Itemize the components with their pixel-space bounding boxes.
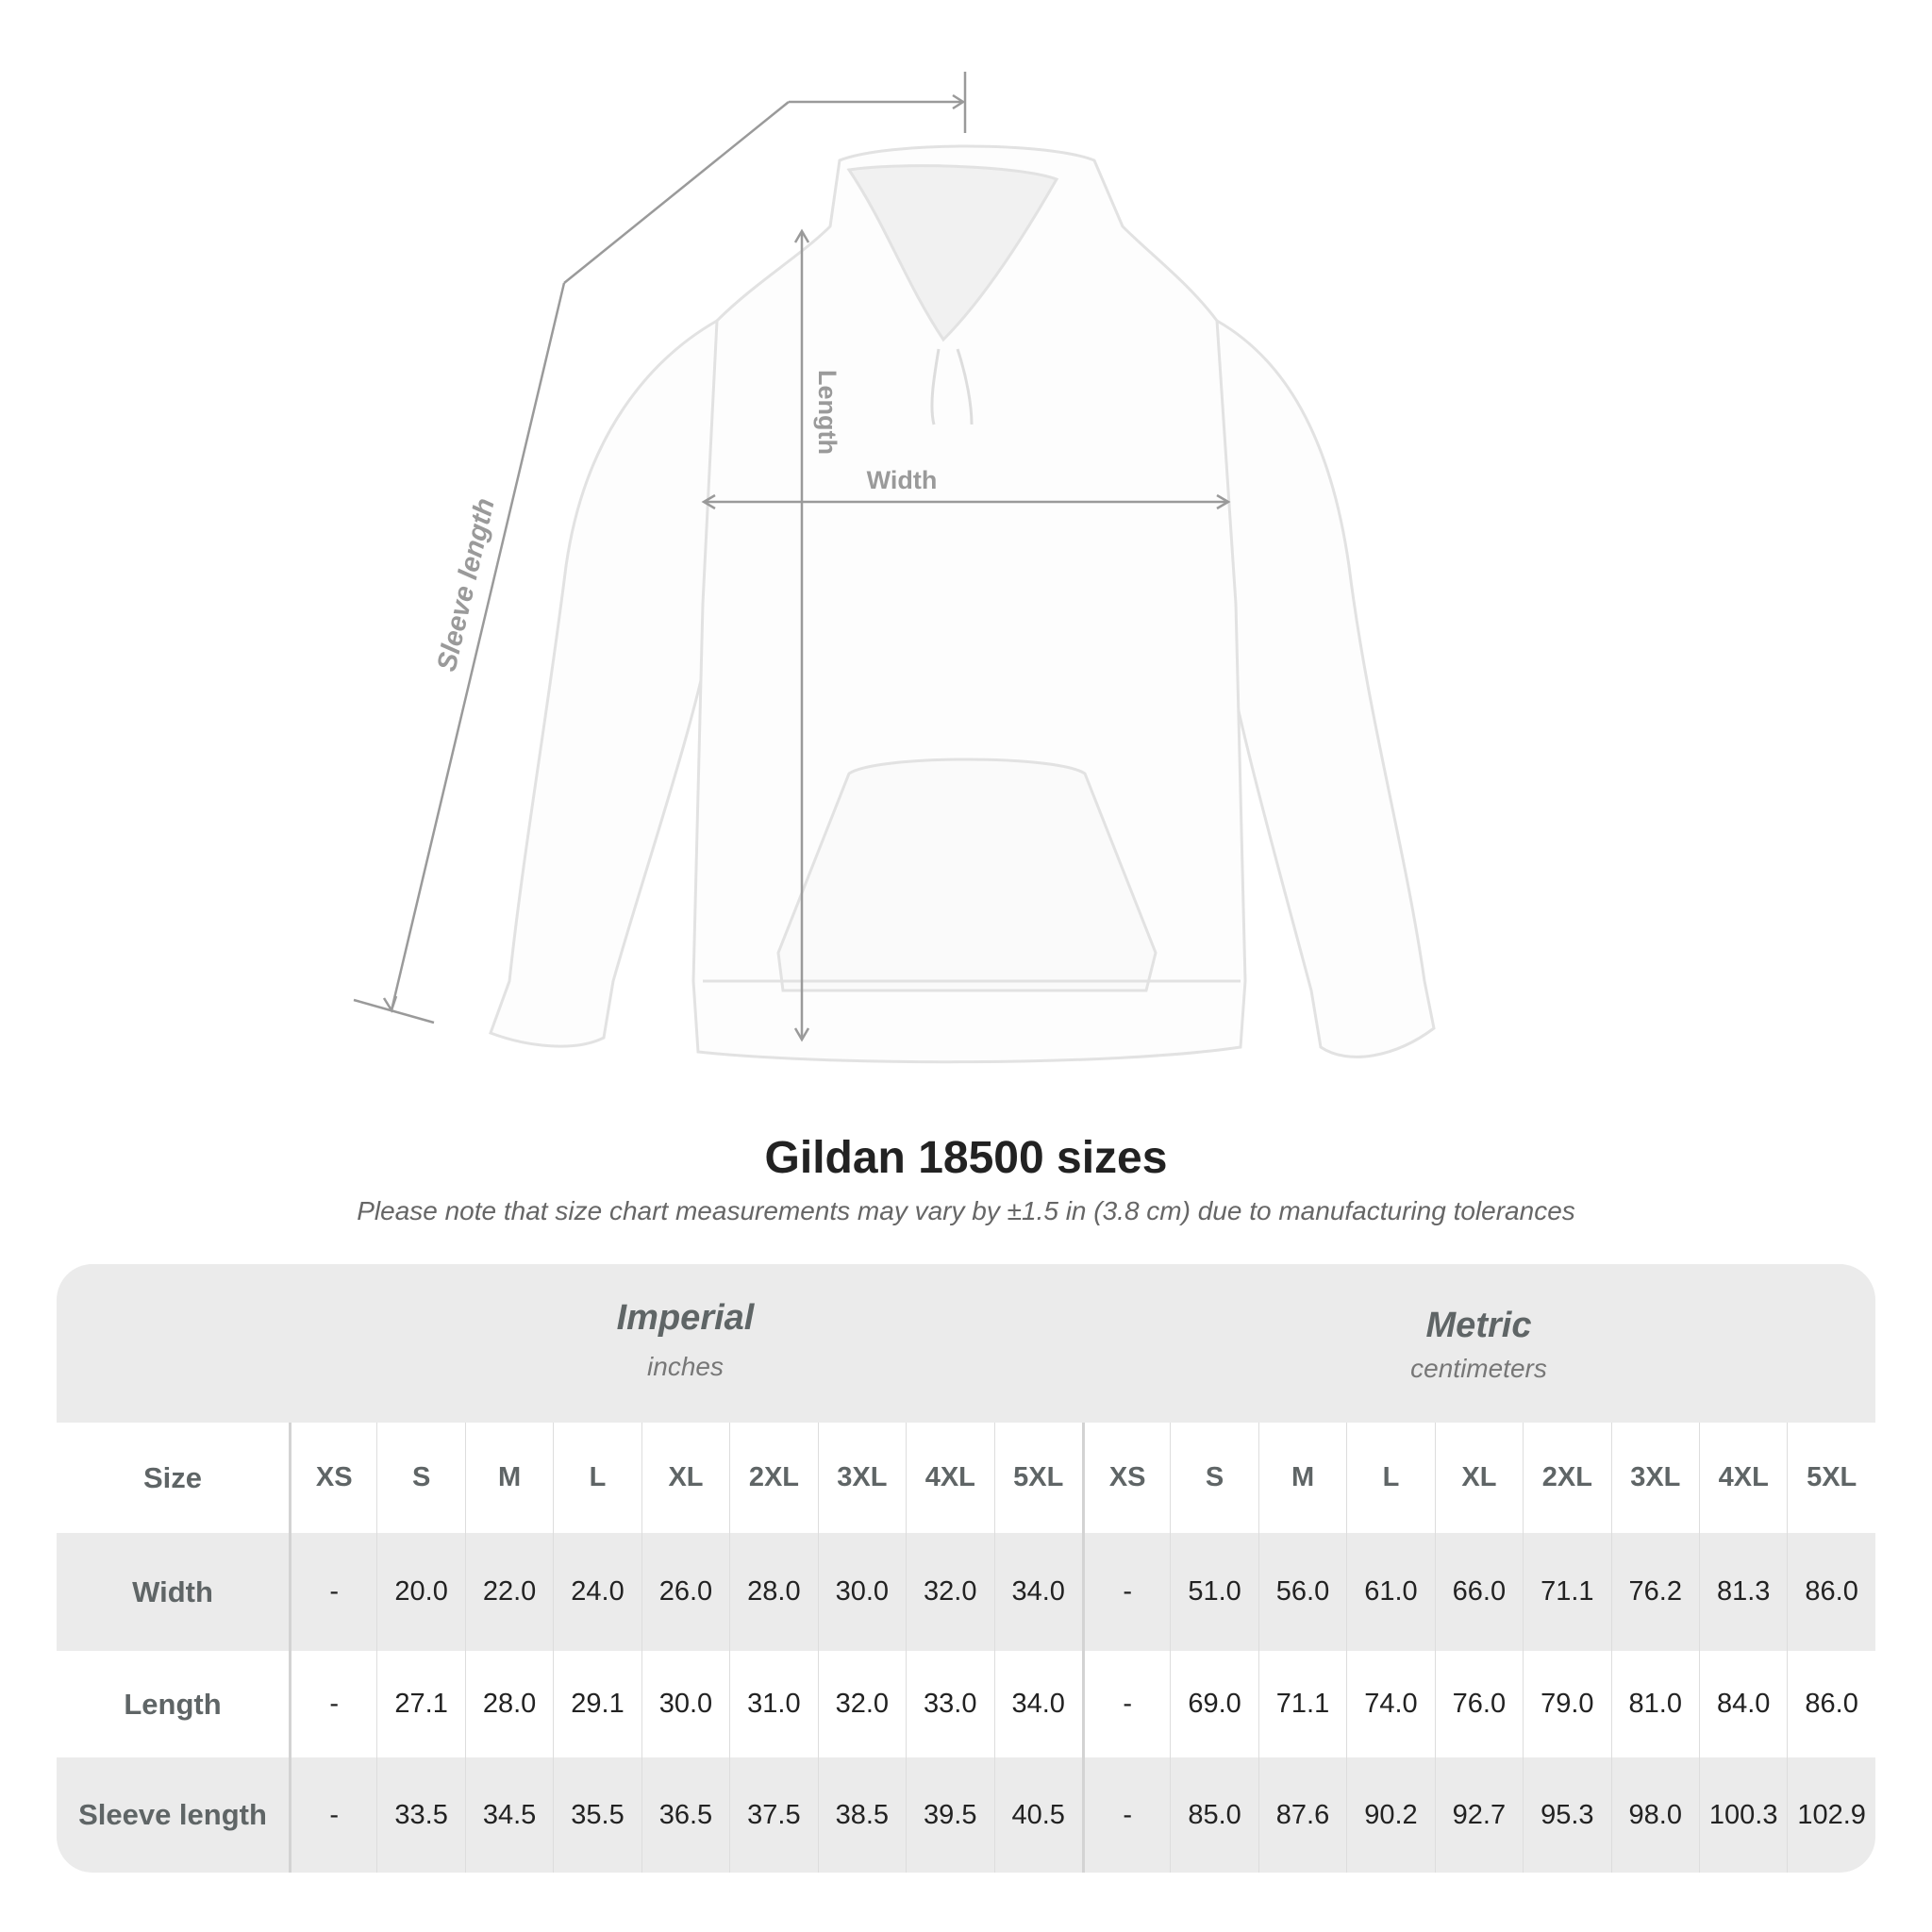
size-row: Size XS S M L XL 2XL 3XL 4XL 5XL XS S M L XL 2XL 3XL 4XL… bbox=[57, 1423, 1875, 1533]
width-label: Width bbox=[867, 466, 938, 494]
metric-value-cell: 56.0 bbox=[1257, 1533, 1346, 1651]
metric-value-cell: 85.0 bbox=[1170, 1757, 1257, 1873]
size-label: Size bbox=[142, 1460, 203, 1494]
metric-value-cell: - bbox=[1081, 1533, 1170, 1651]
imperial-value-cell: 36.5 bbox=[641, 1757, 729, 1873]
metric-value-cell: 98.0 bbox=[1610, 1757, 1699, 1873]
length-label: Length bbox=[813, 370, 841, 455]
hoodie-diagram: Length Width Sleeve length bbox=[353, 72, 1436, 1064]
size-table: Imperial inches Metric centimeters Size … bbox=[57, 1264, 1875, 1873]
metric-value-cell: 81.3 bbox=[1699, 1533, 1787, 1651]
tolerance-note: Please note that size chart measurements… bbox=[357, 1196, 1575, 1225]
imperial-value-cell: 28.0 bbox=[729, 1533, 817, 1651]
metric-size-header: 5XL bbox=[1787, 1423, 1874, 1533]
imperial-value-cell: 35.5 bbox=[553, 1757, 641, 1873]
imperial-value-cell: - bbox=[289, 1533, 376, 1651]
imperial-size-header: XS bbox=[289, 1423, 376, 1533]
metric-header: Metric centimeters bbox=[1082, 1264, 1875, 1423]
imperial-value-cell: 30.0 bbox=[817, 1533, 906, 1651]
metric-value-cell: 102.9 bbox=[1787, 1757, 1874, 1873]
imperial-value-cell: 34.5 bbox=[464, 1757, 553, 1873]
metric-value-cell: 61.0 bbox=[1346, 1533, 1434, 1651]
sleeve-length-label: Sleeve length bbox=[432, 495, 501, 674]
imperial-value-cell: 31.0 bbox=[729, 1651, 817, 1757]
imperial-title: Imperial bbox=[616, 1298, 755, 1338]
imperial-size-header: 2XL bbox=[729, 1423, 817, 1533]
metric-value-cell: 86.0 bbox=[1787, 1533, 1874, 1651]
metric-value-cell: 66.0 bbox=[1434, 1533, 1523, 1651]
row-label: Width bbox=[132, 1574, 213, 1608]
imperial-value-cell: 39.5 bbox=[906, 1757, 993, 1873]
imperial-value-cell: 22.0 bbox=[464, 1533, 553, 1651]
metric-size-header: S bbox=[1170, 1423, 1257, 1533]
metric-unit: centimeters bbox=[1410, 1354, 1547, 1383]
imperial-value-cell: 37.5 bbox=[729, 1757, 817, 1873]
metric-size-header: XL bbox=[1434, 1423, 1523, 1533]
page-title: Gildan 18500 sizes bbox=[764, 1133, 1168, 1183]
imperial-header: Imperial inches bbox=[289, 1264, 1082, 1423]
sleeve-length-row: Sleeve length -33.5 34.5 35.5 36.5 37.5 38.5 39… bbox=[57, 1757, 1875, 1873]
imperial-value-cell: - bbox=[289, 1651, 376, 1757]
metric-value-cell: - bbox=[1081, 1757, 1170, 1873]
imperial-size-header: 5XL bbox=[993, 1423, 1082, 1533]
metric-value-cell: 95.3 bbox=[1523, 1757, 1610, 1873]
metric-size-header: L bbox=[1346, 1423, 1434, 1533]
hoodie-image bbox=[489, 144, 1436, 1064]
metric-value-cell: 51.0 bbox=[1170, 1533, 1257, 1651]
imperial-value-cell: 20.0 bbox=[376, 1533, 464, 1651]
imperial-size-header: L bbox=[553, 1423, 641, 1533]
metric-value-cell: 79.0 bbox=[1523, 1651, 1610, 1757]
row-label: Sleeve length bbox=[78, 1798, 267, 1831]
imperial-value-cell: 32.0 bbox=[817, 1651, 906, 1757]
imperial-value-cell: 40.5 bbox=[993, 1757, 1082, 1873]
imperial-value-cell: 28.0 bbox=[464, 1651, 553, 1757]
measurement-lines bbox=[353, 72, 1231, 1042]
metric-value-cell: 76.2 bbox=[1610, 1533, 1699, 1651]
imperial-size-header: M bbox=[464, 1423, 553, 1533]
imperial-size-header: 4XL bbox=[906, 1423, 993, 1533]
imperial-size-header: XL bbox=[641, 1423, 729, 1533]
metric-value-cell: - bbox=[1081, 1651, 1170, 1757]
imperial-value-cell: 29.1 bbox=[553, 1651, 641, 1757]
metric-size-header: 2XL bbox=[1523, 1423, 1610, 1533]
metric-value-cell: 76.0 bbox=[1434, 1651, 1523, 1757]
imperial-value-cell: 34.0 bbox=[993, 1533, 1082, 1651]
metric-size-header: XS bbox=[1081, 1423, 1170, 1533]
metric-value-cell: 100.3 bbox=[1699, 1757, 1787, 1873]
imperial-value-cell: 32.0 bbox=[906, 1533, 993, 1651]
imperial-value-cell: 33.5 bbox=[376, 1757, 464, 1873]
metric-value-cell: 86.0 bbox=[1787, 1651, 1874, 1757]
imperial-size-header: S bbox=[376, 1423, 464, 1533]
metric-size-header: 4XL bbox=[1699, 1423, 1787, 1533]
imperial-value-cell: 33.0 bbox=[906, 1651, 993, 1757]
metric-size-header: M bbox=[1257, 1423, 1346, 1533]
imperial-value-cell: 34.0 bbox=[993, 1651, 1082, 1757]
imperial-size-header: 3XL bbox=[817, 1423, 906, 1533]
metric-value-cell: 81.0 bbox=[1610, 1651, 1699, 1757]
metric-value-cell: 87.6 bbox=[1257, 1757, 1346, 1873]
width-row: Width -20.0 22.0 24.0 26.0 28.0 30.0 32.0 34.0-5… bbox=[57, 1533, 1875, 1651]
row-label: Length bbox=[124, 1687, 222, 1721]
metric-value-cell: 90.2 bbox=[1346, 1757, 1434, 1873]
imperial-value-cell: - bbox=[289, 1757, 376, 1873]
imperial-value-cell: 24.0 bbox=[553, 1533, 641, 1651]
length-row: Length -27.1 28.0 29.1 30.0 31.0 32.0 33.0 34.0-… bbox=[57, 1651, 1875, 1757]
metric-value-cell: 74.0 bbox=[1346, 1651, 1434, 1757]
metric-title: Metric bbox=[1425, 1306, 1532, 1345]
metric-size-header: 3XL bbox=[1610, 1423, 1699, 1533]
imperial-value-cell: 26.0 bbox=[641, 1533, 729, 1651]
metric-value-cell: 71.1 bbox=[1523, 1533, 1610, 1651]
imperial-value-cell: 30.0 bbox=[641, 1651, 729, 1757]
metric-value-cell: 69.0 bbox=[1170, 1651, 1257, 1757]
metric-value-cell: 84.0 bbox=[1699, 1651, 1787, 1757]
metric-value-cell: 71.1 bbox=[1257, 1651, 1346, 1757]
metric-value-cell: 92.7 bbox=[1434, 1757, 1523, 1873]
imperial-unit: inches bbox=[647, 1352, 724, 1381]
imperial-value-cell: 27.1 bbox=[376, 1651, 464, 1757]
imperial-value-cell: 38.5 bbox=[817, 1757, 906, 1873]
